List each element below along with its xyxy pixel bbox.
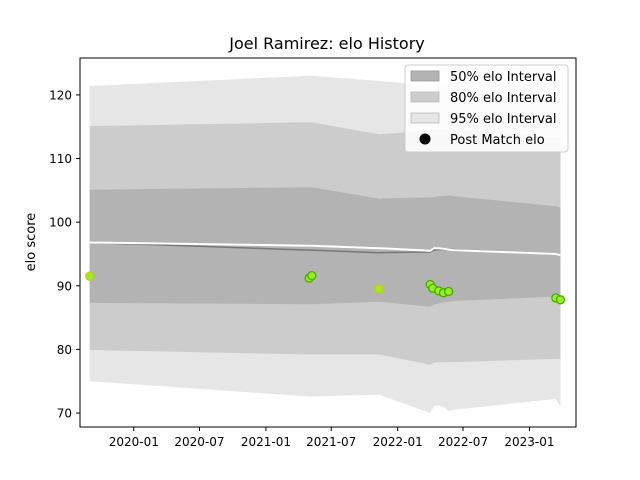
y-axis-label: elo score bbox=[24, 213, 39, 272]
legend-label: Post Match elo bbox=[450, 133, 545, 148]
legend-label: 95% elo Interval bbox=[450, 112, 557, 127]
y-tick-label: 80 bbox=[57, 343, 72, 357]
x-tick-label: 2021-01 bbox=[241, 435, 291, 449]
chart-title: Joel Ramirez: elo History bbox=[228, 34, 425, 53]
y-tick-label: 70 bbox=[57, 407, 72, 421]
x-tick-label: 2022-01 bbox=[373, 435, 423, 449]
legend-label: 80% elo Interval bbox=[450, 91, 557, 106]
post-match-point bbox=[307, 270, 317, 281]
x-tick-label: 2023-01 bbox=[504, 435, 554, 449]
x-tick-label: 2020-07 bbox=[174, 435, 224, 449]
interval-bands bbox=[89, 75, 561, 414]
post-match-points bbox=[85, 270, 566, 305]
y-tick-label: 90 bbox=[57, 279, 72, 293]
axes-frame bbox=[79, 57, 577, 428]
post-match-point bbox=[85, 271, 95, 281]
x-axis-ticks: 2020-01 2020-07 2021-01 2021-07 2022-01 2022-… bbox=[109, 427, 555, 449]
y-tick-label: 120 bbox=[49, 88, 72, 102]
x-tick-label: 2020-01 bbox=[109, 435, 159, 449]
legend: 50% elo Interval 80% elo Interval 95% elo … bbox=[404, 64, 569, 153]
post-match-point bbox=[555, 295, 566, 305]
legend-swatch bbox=[410, 91, 440, 103]
elo-lines bbox=[89, 241, 561, 257]
post-match-point bbox=[374, 284, 384, 294]
x-tick-label: 2021-07 bbox=[306, 435, 356, 449]
line-smoothed-elo bbox=[89, 241, 561, 257]
y-tick-label: 100 bbox=[49, 216, 72, 230]
legend-label: 50% elo Interval bbox=[450, 70, 557, 85]
legend-box bbox=[404, 64, 569, 153]
post-match-point bbox=[443, 286, 454, 297]
legend-marker bbox=[419, 133, 431, 145]
y-axis-ticks: 70 80 90 100 110 120 bbox=[49, 88, 80, 421]
x-tick-label: 2022-07 bbox=[438, 435, 488, 449]
legend-swatch bbox=[410, 112, 440, 124]
y-tick-label: 110 bbox=[49, 152, 72, 166]
legend-swatch bbox=[410, 70, 440, 82]
